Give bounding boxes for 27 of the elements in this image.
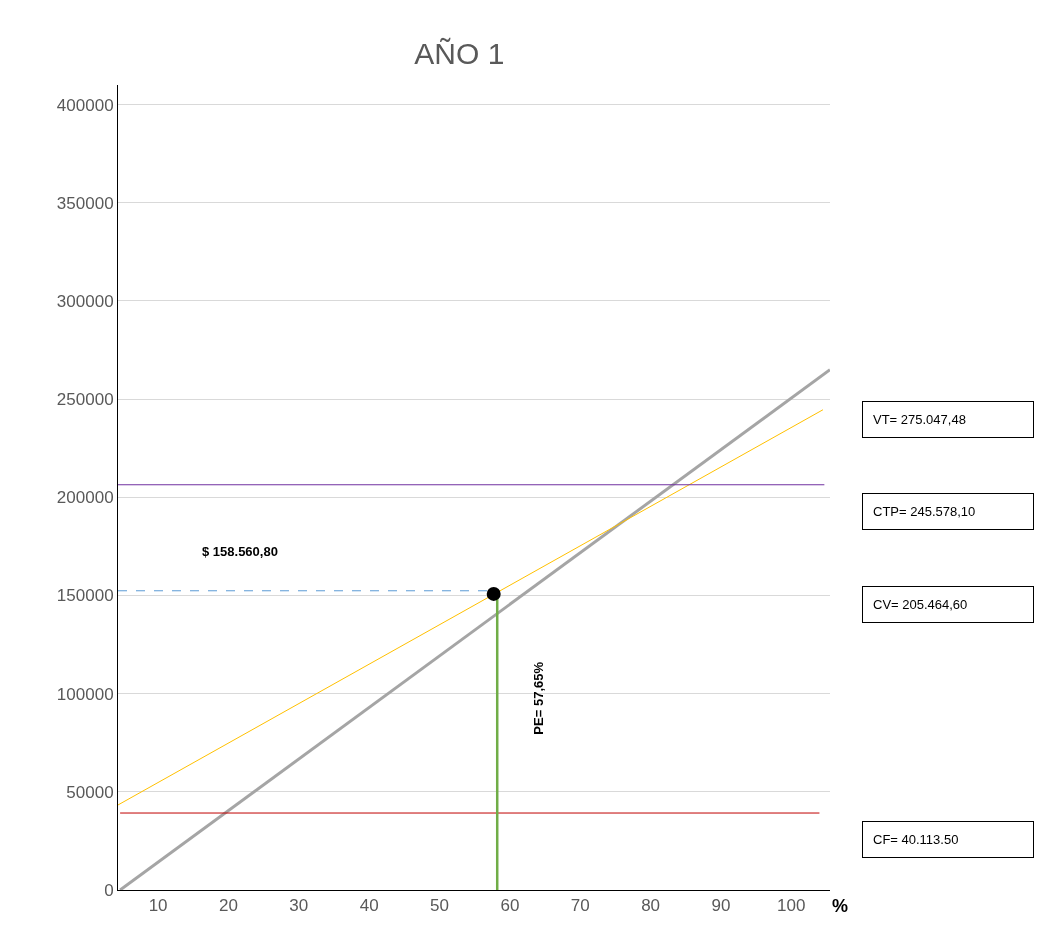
x-axis-title: % [832,896,849,916]
y-tick-label: 50000 [66,782,114,802]
y-tick-label: 400000 [56,95,114,115]
text: VT= 275.047,48 [873,412,966,427]
x-tick-label: 80 [641,896,661,916]
y-tick-label: 100000 [56,684,114,704]
x-tick-label: 10 [148,896,168,916]
annotation: PE= 57,65% [530,661,546,735]
text: CTP= 245.578,10 [873,504,976,519]
y-tick-label: 300000 [56,291,114,311]
chart-title: AÑO 1 [414,36,505,70]
x-tick-label: 100 [777,896,806,916]
text: CF= 40.113.50 [873,832,959,847]
x-tick-label: 50 [430,896,449,916]
x-tick-label: 40 [359,896,379,916]
annotation: $ 158.560,80 [202,544,278,559]
x-tick-label: 60 [500,896,520,916]
y-tick-label: 150000 [56,586,114,606]
x-tick-label: 20 [219,896,238,916]
y-tick-label: 350000 [56,193,114,213]
y-tick-label: 0 [104,880,114,900]
y-tick-label: 200000 [56,488,114,508]
x-tick-label: 70 [570,896,590,916]
y-tick-label: 250000 [56,390,114,410]
text: CV= 205.464,60 [873,597,968,612]
x-tick-label: 30 [289,896,309,916]
x-tick-label: 90 [711,896,731,916]
